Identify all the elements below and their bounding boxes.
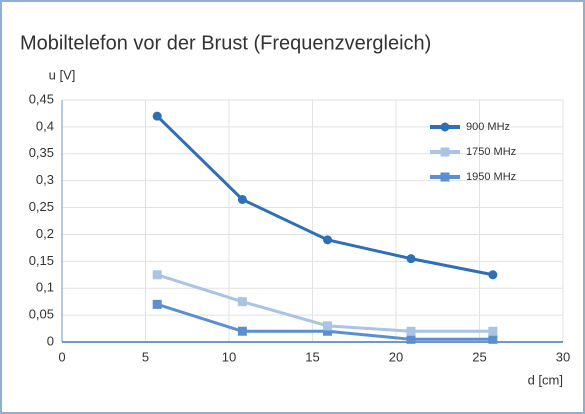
x-tick-label: 30 — [556, 349, 570, 364]
x-tick-label: 5 — [142, 349, 149, 364]
y-tick-label: 0,15 — [29, 253, 54, 268]
marker — [406, 334, 416, 344]
x-axis-label: d [cm] — [528, 372, 563, 387]
marker — [152, 270, 162, 280]
marker — [323, 321, 333, 331]
marker — [488, 326, 498, 336]
marker — [152, 111, 162, 121]
marker — [406, 254, 416, 264]
legend-marker — [440, 122, 450, 132]
marker — [237, 326, 247, 336]
chart-title: Mobiltelefon vor der Brust (Frequenzverg… — [20, 32, 431, 54]
y-tick-label: 0,3 — [36, 172, 54, 187]
x-tick-label: 25 — [472, 349, 486, 364]
marker — [237, 194, 247, 204]
y-axis-label: u [V] — [49, 67, 76, 82]
y-tick-label: 0,4 — [36, 118, 54, 133]
legend-label: 1950 MHz — [466, 171, 516, 183]
legend-marker — [440, 172, 450, 182]
x-tick-label: 20 — [389, 349, 403, 364]
marker — [237, 297, 247, 307]
y-tick-label: 0,05 — [29, 307, 54, 322]
y-tick-label: 0,25 — [29, 199, 54, 214]
y-tick-label: 0,35 — [29, 145, 54, 160]
y-tick-label: 0 — [47, 333, 54, 348]
x-tick-label: 0 — [58, 349, 65, 364]
x-tick-label: 10 — [222, 349, 236, 364]
marker — [323, 235, 333, 245]
y-tick-label: 0,1 — [36, 280, 54, 295]
marker — [152, 299, 162, 309]
marker — [323, 326, 333, 336]
y-tick-label: 0,45 — [29, 91, 54, 106]
marker — [406, 326, 416, 336]
y-tick-label: 0,2 — [36, 226, 54, 241]
marker — [488, 334, 498, 344]
legend-label: 1750 MHz — [466, 146, 516, 158]
marker — [488, 270, 498, 280]
legend-marker — [440, 147, 450, 157]
x-tick-label: 15 — [305, 349, 319, 364]
legend-label: 900 MHz — [466, 121, 510, 133]
